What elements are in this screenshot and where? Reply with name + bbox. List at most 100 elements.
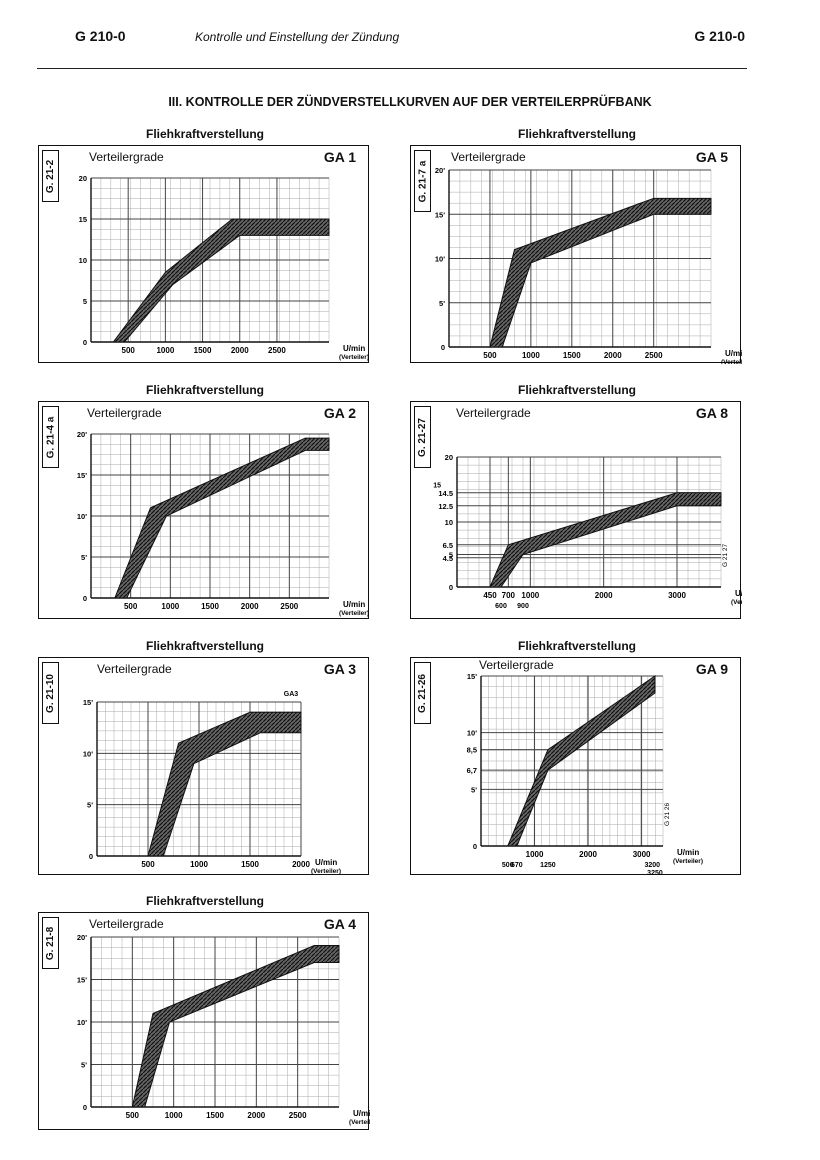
panel-title-ga2: Fliehkraftverstellung bbox=[145, 383, 265, 397]
panel-code-box: G. 21-2 bbox=[42, 150, 59, 202]
tolerance-band bbox=[489, 197, 712, 348]
x-unit-label: U/min bbox=[735, 589, 742, 598]
y-tick-label: 15' bbox=[467, 672, 477, 681]
panel-title-ga4: Fliehkraftverstellung bbox=[145, 894, 265, 908]
x-unit-sublabel: (Verteiler) bbox=[731, 599, 742, 606]
x-tick-label: 2500 bbox=[268, 346, 286, 355]
y-tick-label: 10 bbox=[79, 256, 87, 265]
x-tick-label: 500 bbox=[122, 346, 136, 355]
x-unit-sublabel: (Verteiler) bbox=[311, 868, 341, 875]
x-unit-sublabel: (Verteiler) bbox=[339, 354, 369, 361]
origin-label: 0 bbox=[83, 1103, 87, 1112]
x-tick-label: 2000 bbox=[241, 602, 259, 611]
x-tick-label: 500 bbox=[124, 602, 138, 611]
header-rule bbox=[37, 68, 747, 69]
x-tick-label: 500 bbox=[502, 862, 514, 869]
x-tick-label: 2000 bbox=[604, 351, 622, 360]
tolerance-band bbox=[489, 492, 722, 588]
x-unit-label: U/min bbox=[353, 1109, 370, 1118]
x-unit-sublabel: (Verteiler) bbox=[339, 610, 369, 617]
x-tick-label: 2000 bbox=[247, 1111, 265, 1120]
x-tick-label: 500 bbox=[141, 860, 155, 869]
y-tick-label: 20' bbox=[435, 166, 445, 175]
x-unit-sublabel: (Verteiler) bbox=[673, 858, 703, 865]
y-tick-label: 15' bbox=[83, 698, 93, 707]
panel-code-box: G. 21-26 bbox=[414, 662, 431, 724]
x-unit-label: U/min bbox=[677, 848, 699, 857]
y-tick-label: 10' bbox=[435, 255, 445, 264]
x-tick-label: 500 bbox=[126, 1111, 140, 1120]
y-tick-label: 5 bbox=[83, 297, 87, 306]
x-unit-label: U/min bbox=[343, 344, 365, 353]
x-tick-label: 1000 bbox=[522, 351, 540, 360]
ylabel: Verteilergrade bbox=[97, 662, 172, 676]
x-tick-label: 900 bbox=[517, 603, 529, 610]
y-tick-label: 10 bbox=[445, 518, 453, 527]
header-title: Kontrolle und Einstellung der Zündung bbox=[195, 30, 400, 44]
y-tick-label: 14.5 bbox=[438, 489, 453, 498]
inner-chart-label: GA3 bbox=[284, 691, 299, 698]
y-tick-label: 20 bbox=[445, 453, 453, 462]
chart-panel-ga9: G. 21-26 Verteilergrade GA 9 1000 2000 300… bbox=[410, 657, 741, 876]
panel-code-box: G. 21-8 bbox=[42, 917, 59, 969]
chart-svg: 500 1000 1500 2000 2500 0 5' 10' 15' 20' U/min(Ver… bbox=[77, 933, 370, 1126]
y-tick-label: 6.5 bbox=[443, 541, 453, 550]
chart-name: GA 1 bbox=[323, 149, 356, 165]
panel-code-box: G. 21-10 bbox=[42, 662, 59, 724]
y-tick-label: 5' bbox=[81, 1061, 87, 1070]
origin-label: 0 bbox=[89, 852, 93, 861]
x-tick-label: 1000 bbox=[521, 591, 539, 600]
x-tick-label: 3000 bbox=[668, 591, 686, 600]
chart-name: GA 4 bbox=[323, 916, 356, 932]
tolerance-band bbox=[114, 437, 330, 599]
y-tick-label: 15 bbox=[79, 215, 87, 224]
origin-label: 0 bbox=[83, 338, 87, 347]
y-tick-label: 20' bbox=[77, 933, 87, 942]
origin-label: 0 bbox=[83, 594, 87, 603]
chart-name: GA 3 bbox=[323, 661, 356, 677]
x-tick-label: 3200 bbox=[645, 862, 661, 869]
x-tick-label: 450 bbox=[483, 591, 497, 600]
x-unit-label: U/min bbox=[725, 349, 742, 358]
x-tick-label: 1000 bbox=[161, 602, 179, 611]
chart-name: GA 9 bbox=[695, 661, 728, 677]
x-tick-label: 2500 bbox=[645, 351, 663, 360]
origin-label: 0 bbox=[473, 842, 477, 851]
x-tick-label: 600 bbox=[495, 603, 507, 610]
x-tick-label: 1500 bbox=[201, 602, 219, 611]
y-tick-label: 5' bbox=[439, 299, 445, 308]
y-tick-label: 15 bbox=[433, 483, 441, 490]
x-tick-label: 2000 bbox=[595, 591, 613, 600]
y-tick-label: 15' bbox=[77, 471, 87, 480]
y-tick-label: 5' bbox=[87, 801, 93, 810]
y-tick-label: 5 bbox=[449, 551, 453, 560]
x-tick-label: 2000 bbox=[231, 346, 249, 355]
y-tick-label: 20' bbox=[77, 430, 87, 439]
x-tick-label: 1250 bbox=[540, 862, 556, 869]
chart-panel-ga8: G. 21-27 Verteilergrade GA 8 450 700 1000 2… bbox=[410, 401, 742, 619]
chart-svg: 500 1000 1500 2000 2500 0 5' 10' 15' 20' U/min(Ver… bbox=[435, 166, 742, 364]
x-tick-label: 1000 bbox=[526, 850, 544, 859]
y-tick-label: 15' bbox=[435, 210, 445, 219]
x-tick-label: 2000 bbox=[292, 860, 310, 869]
tolerance-band bbox=[112, 218, 330, 343]
x-unit-sublabel: (Verteiler) bbox=[349, 1119, 370, 1126]
y-tick-label: 10' bbox=[83, 749, 93, 758]
x-tick-label: 500 bbox=[483, 351, 497, 360]
y-tick-label: 12.5 bbox=[438, 502, 453, 511]
chart-name: GA 5 bbox=[695, 149, 728, 165]
y-tick-label: 20 bbox=[79, 174, 87, 183]
x-tick-label: 2500 bbox=[289, 1111, 307, 1120]
tolerance-band bbox=[147, 711, 302, 857]
y-tick-label: 10' bbox=[77, 512, 87, 521]
section-title: III. KONTROLLE DER ZÜNDVERSTELLKURVEN AU… bbox=[168, 95, 652, 109]
ylabel: Verteilergrade bbox=[479, 658, 554, 672]
panel-title-ga9: Fliehkraftverstellung bbox=[517, 639, 637, 653]
chart-panel-ga4: G. 21-8 Verteilergrade GA 4 500 1000 1500 2… bbox=[38, 912, 370, 1130]
x-tick-label: 1500 bbox=[241, 860, 259, 869]
chart-svg: 500 1000 1500 2000 2500 0 5 10 15 20 U/min(Verteil… bbox=[79, 174, 369, 361]
x-tick-label: 1500 bbox=[563, 351, 581, 360]
tolerance-band bbox=[131, 945, 340, 1108]
chart-svg: 500 1000 1500 2000 2500 0 5' 10' 15' 20' U/min(Ver… bbox=[77, 430, 369, 617]
